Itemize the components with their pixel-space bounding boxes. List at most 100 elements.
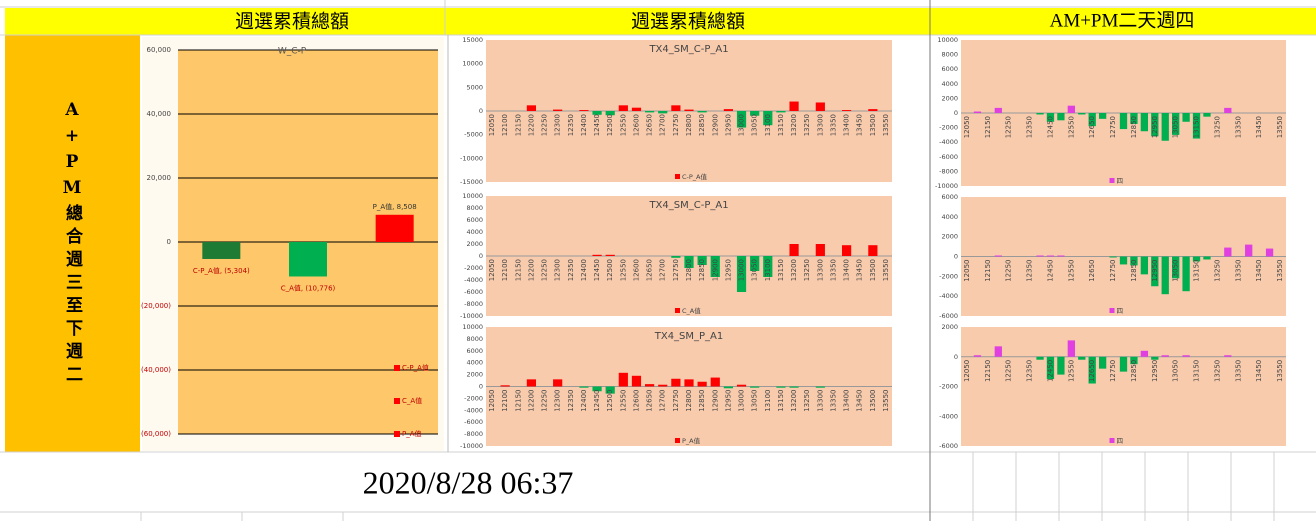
y-tick-label: -15000 [460, 178, 483, 186]
legend-label: C_A值 [682, 306, 701, 315]
x-tick-label: 12900 [711, 259, 719, 281]
x-tick-label: 12600 [632, 259, 640, 281]
x-tick-label: 12250 [1005, 116, 1013, 138]
y-tick-label: 2000 [466, 371, 483, 379]
bar [1036, 113, 1044, 115]
y-tick-label: -2000 [939, 124, 958, 132]
x-tick-label: 12300 [554, 114, 562, 136]
bar [1130, 113, 1138, 124]
x-tick-label: 13550 [1276, 360, 1284, 382]
bar [815, 244, 825, 256]
y-tick-label: 10000 [462, 60, 483, 68]
bar [1245, 244, 1253, 257]
x-tick-label: 13150 [1193, 260, 1201, 282]
x-tick-label: 12100 [501, 259, 509, 281]
bar [605, 111, 615, 116]
x-tick-label: 12800 [685, 390, 693, 412]
y-tick-label: 40,000 [147, 110, 172, 118]
bar [1067, 105, 1075, 113]
y-tick-label: 6000 [466, 347, 483, 355]
bar [1057, 113, 1065, 121]
bar [553, 379, 563, 387]
x-tick-label: 12800 [685, 114, 693, 136]
x-tick-label: 13450 [856, 390, 864, 412]
bar [697, 381, 707, 387]
bar [579, 110, 589, 111]
x-tick-label: 12200 [527, 114, 535, 136]
bar [1151, 113, 1159, 137]
bar [1088, 356, 1096, 384]
x-tick-label: 13450 [1255, 360, 1263, 382]
x-tick-label: 12800 [685, 259, 693, 281]
bar [605, 254, 615, 256]
x-tick-label: 12650 [1088, 260, 1096, 282]
x-tick-label: 13450 [1255, 116, 1263, 138]
bar [736, 111, 747, 128]
bar [553, 109, 563, 111]
data-label: P_A值, 8,508 [373, 202, 417, 211]
y-tick-label: 2000 [466, 240, 483, 248]
x-tick-label: 12150 [984, 260, 992, 282]
x-tick-label: 13200 [790, 390, 798, 412]
bar [723, 109, 733, 111]
x-tick-label: 13150 [777, 259, 785, 281]
x-tick-label: 12050 [488, 259, 496, 281]
y-tick-label: 10000 [462, 192, 483, 200]
x-tick-label: 12050 [488, 390, 496, 412]
y-tick-label: 8000 [941, 51, 958, 59]
x-tick-label: 12350 [1026, 360, 1034, 382]
x-tick-label: 12450 [1046, 260, 1054, 282]
bar [526, 379, 536, 387]
bar [736, 384, 747, 387]
x-tick-label: 12700 [659, 390, 667, 412]
bar [1046, 255, 1055, 257]
x-tick-label: 13350 [829, 259, 837, 281]
x-tick-label: 12150 [514, 114, 522, 136]
y-tick-label: 6000 [466, 216, 483, 224]
x-tick-label: 12550 [1067, 260, 1075, 282]
bar [658, 111, 668, 114]
x-tick-label: 12500 [606, 390, 614, 412]
x-tick-label: 13500 [869, 390, 877, 412]
x-tick-label: 13000 [738, 259, 746, 281]
x-tick-label: 12150 [514, 259, 522, 281]
x-tick-label: 13200 [790, 114, 798, 136]
bar [658, 384, 668, 387]
legend-marker [1109, 438, 1115, 443]
bar [1182, 113, 1190, 122]
bar [1098, 113, 1107, 119]
x-tick-label: 13550 [1276, 260, 1284, 282]
bar [763, 256, 773, 277]
bar [994, 346, 1002, 357]
x-tick-label: 12050 [963, 360, 971, 382]
bar [1036, 255, 1044, 257]
x-tick-label: 13050 [751, 259, 759, 281]
x-tick-label: 12850 [698, 390, 706, 412]
x-tick-label: 12850 [698, 259, 706, 281]
bar [618, 372, 628, 387]
x-tick-label: 13050 [1172, 260, 1180, 282]
y-tick-label: 60,000 [147, 46, 172, 54]
x-tick-label: 12250 [541, 390, 549, 412]
chart-title: TX4_SM_C-P_A1 [648, 44, 728, 55]
y-tick-label: -5000 [464, 131, 483, 139]
bar [697, 256, 707, 265]
x-tick-label: 13250 [803, 114, 811, 136]
bar [789, 101, 799, 111]
legend-marker [1109, 308, 1115, 313]
bar [736, 256, 747, 292]
chart-title: TX4_SM_C-P_A1 [648, 200, 728, 211]
bar [1224, 107, 1232, 113]
x-tick-label: 12950 [1151, 116, 1159, 138]
bar [671, 105, 681, 111]
x-tick-label: 13400 [843, 390, 851, 412]
x-tick-label: 13400 [843, 259, 851, 281]
legend-label: P_A值 [682, 436, 701, 445]
x-tick-label: 12300 [554, 259, 562, 281]
bar [579, 386, 589, 388]
bar [671, 256, 681, 258]
x-tick-label: 12200 [527, 259, 535, 281]
x-tick-label: 13050 [751, 390, 759, 412]
bar [684, 256, 694, 268]
x-tick-label: 13150 [1193, 116, 1201, 138]
